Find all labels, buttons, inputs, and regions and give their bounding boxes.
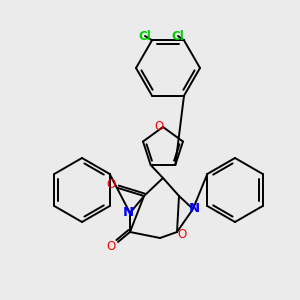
Text: Cl: Cl (139, 29, 152, 43)
Text: O: O (154, 121, 164, 134)
Text: O: O (106, 239, 116, 253)
Text: N: N (122, 206, 134, 220)
Text: Cl: Cl (172, 29, 184, 43)
Text: O: O (177, 227, 187, 241)
Text: N: N (188, 202, 200, 214)
Text: O: O (106, 178, 116, 190)
